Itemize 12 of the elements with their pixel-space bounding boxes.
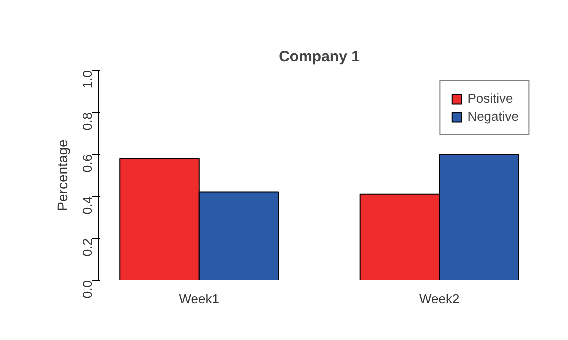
y-tick-label: 1.0 bbox=[80, 70, 95, 89]
legend-label: Positive bbox=[468, 91, 514, 106]
y-tick-label: 0.6 bbox=[80, 154, 95, 173]
y-tick-label: 0.4 bbox=[80, 196, 95, 215]
legend-label: Negative bbox=[468, 109, 519, 124]
y-tick-label: 0.8 bbox=[80, 112, 95, 131]
y-axis-title: Percentage bbox=[54, 139, 70, 212]
chart-title: Company 1 bbox=[279, 48, 360, 66]
y-tick-label: 0.2 bbox=[80, 238, 95, 257]
x-tick-label: Week2 bbox=[419, 292, 460, 306]
y-tick-label: 0.0 bbox=[80, 280, 95, 299]
x-tick-label: Week1 bbox=[179, 292, 220, 306]
